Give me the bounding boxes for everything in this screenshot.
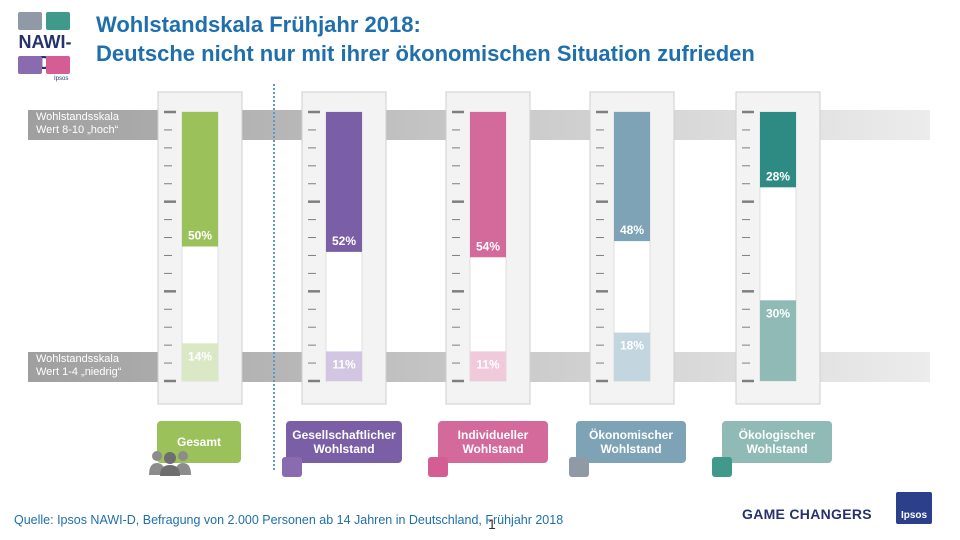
group-divider [273, 84, 275, 470]
bar-low-3 [614, 332, 650, 381]
bar-low-0 [182, 343, 218, 381]
bar-low-2 [470, 351, 506, 381]
logo-tile-icon [46, 12, 70, 30]
bar-high-4 [760, 112, 796, 188]
slide-title: Wohlstandskala Frühjahr 2018: Deutsche n… [96, 10, 755, 68]
ipsos-logo: Ipsos [896, 492, 932, 524]
category-gesellschaftlich: Gesellschaftlicher Wohlstand [286, 421, 402, 463]
logo-subtext: Ipsos [54, 76, 69, 82]
data-label-high: 50% [188, 229, 212, 243]
logo-tile-icon [18, 56, 42, 74]
bar-high-0 [182, 112, 218, 247]
game-changers-tagline: GAME CHANGERS [742, 506, 872, 522]
category-oekonomisch: Ökonomischer Wohlstand [576, 421, 686, 463]
bar-high-1 [326, 112, 362, 252]
individual-icon [428, 457, 448, 477]
nawi-d-logo: NAWI-D Ipsos [14, 10, 76, 84]
band-low-label: Wohlstandsskala Wert 1-4 „niedrig“ [36, 353, 122, 378]
title-line-1: Wohlstandskala Frühjahr 2018: [96, 12, 421, 37]
ecology-icon [712, 457, 732, 477]
category-gesamt: Gesamt [157, 421, 241, 463]
economy-icon [569, 457, 589, 477]
bar-low-1 [326, 351, 362, 381]
data-label-low: 14% [188, 349, 212, 363]
category-individuell: Individueller Wohlstand [438, 421, 548, 463]
page-number: 1 [488, 516, 496, 532]
data-label-high: 28% [766, 169, 790, 183]
data-label-low: 30% [766, 306, 790, 320]
data-label-low: 11% [332, 357, 356, 371]
logo-tile-icon [18, 12, 42, 30]
category-oekologisch: Ökologischer Wohlstand [722, 421, 832, 463]
data-label-low: 11% [476, 357, 500, 371]
people-icon [149, 451, 191, 476]
data-label-high: 48% [620, 223, 644, 237]
band-high-label: Wohlstandsskala Wert 8-10 „hoch“ [36, 111, 119, 136]
title-line-2: Deutsche nicht nur mit ihrer ökonomische… [96, 41, 755, 66]
logo-tile-icon [46, 56, 70, 74]
bar-high-2 [470, 112, 506, 258]
bar-high-3 [614, 112, 650, 242]
society-icon [282, 457, 302, 477]
source-note: Quelle: Ipsos NAWI-D, Befragung von 2.00… [14, 513, 564, 527]
data-label-low: 18% [620, 339, 644, 353]
data-label-high: 52% [332, 234, 356, 248]
bar-low-4 [760, 300, 796, 381]
data-label-high: 54% [476, 239, 500, 253]
